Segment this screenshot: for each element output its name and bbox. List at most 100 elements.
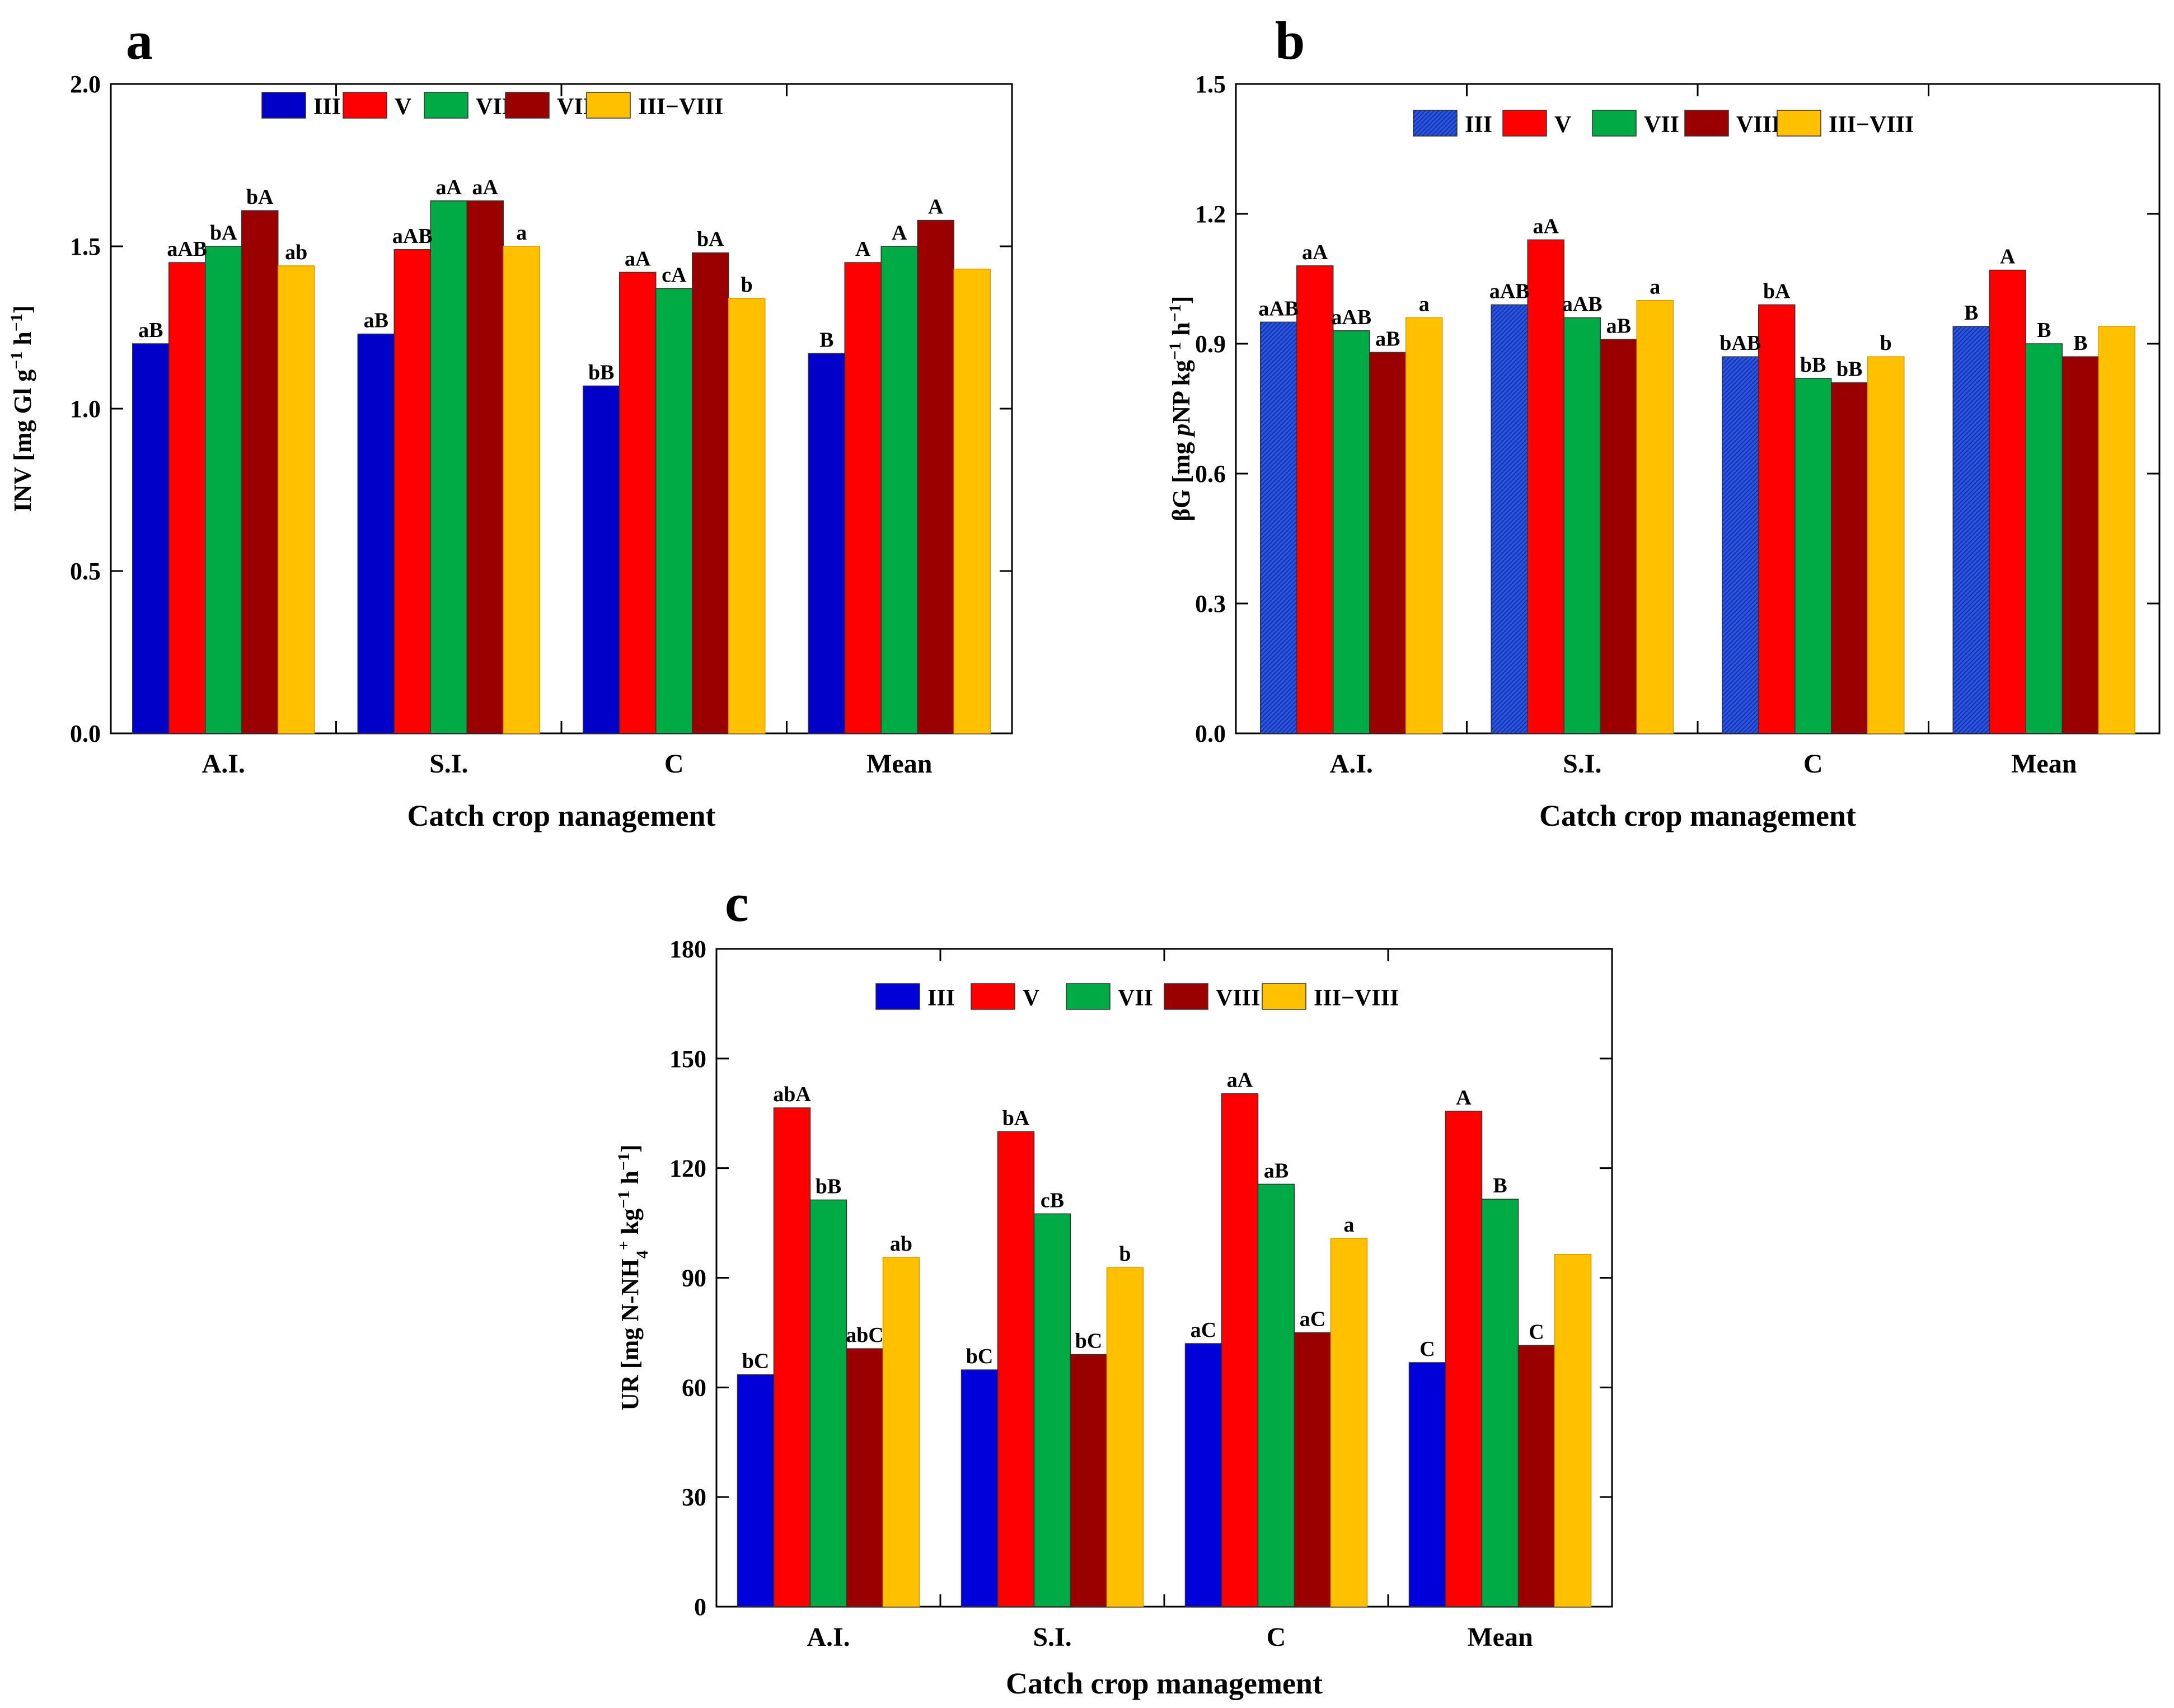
bar-significance-label: bA xyxy=(697,228,724,251)
legend-swatch xyxy=(1777,110,1821,137)
bar-c-series-0 xyxy=(1722,356,1759,734)
bar-si-series-4 xyxy=(503,246,540,734)
legend-a: III V VII VIII III−VIII xyxy=(261,92,723,120)
y-tick-labels-c: 0 30 60 90 120 150 180 xyxy=(669,935,706,1621)
bar-si-series-0 xyxy=(961,1369,999,1607)
legend-swatch xyxy=(424,92,468,119)
legend-swatch xyxy=(1502,110,1547,137)
legend-swatch xyxy=(971,983,1015,1010)
y-axis-title-a: INV [mg Gl g−1 h−1] xyxy=(7,306,37,512)
bar-significance-label: aAB xyxy=(1562,293,1603,316)
legend-swatch xyxy=(586,92,631,119)
y-tick-label: 0.0 xyxy=(1195,720,1226,747)
category-label: A.I. xyxy=(202,749,245,779)
bar-significance-label: aAB xyxy=(1489,279,1530,303)
legend-swatch xyxy=(505,92,550,119)
y-axis-title-c: UR [mg N-NH4+ kg−1 h−1] xyxy=(615,1144,652,1410)
bar-ai-series-0 xyxy=(132,343,170,734)
legend-b: III V VII VIII III−VIII xyxy=(1413,110,1914,138)
bar-significance-label: aB xyxy=(138,319,163,342)
bar-c-series-1 xyxy=(1221,1093,1259,1607)
y-tick-label: 180 xyxy=(669,935,706,963)
legend-label: III xyxy=(927,985,955,1011)
bar-c-series-4 xyxy=(1330,1238,1368,1607)
bar-mean-series-0 xyxy=(1408,1362,1446,1607)
bar-c-series-2 xyxy=(1257,1183,1295,1607)
bar-ai-series-2 xyxy=(809,1199,847,1607)
bar-ai-series-4 xyxy=(278,265,315,734)
bar-significance-label: bC xyxy=(742,1349,770,1373)
bar-c-series-0 xyxy=(583,385,620,734)
bar-c-series-2 xyxy=(655,288,693,734)
bar-ai-series-2 xyxy=(205,246,242,734)
axes-c xyxy=(715,948,1612,1608)
bar-significance-label: aC xyxy=(1300,1307,1325,1331)
bar-significance-label: bB xyxy=(816,1174,841,1198)
bar-significance-label: a xyxy=(1650,275,1660,299)
bar-ai-series-4 xyxy=(1405,317,1443,734)
panel-letter-b: b xyxy=(1275,11,1305,71)
legend-label: III−VIII xyxy=(638,94,723,120)
x-category-labels-b: A.I. S.I. C Mean xyxy=(1330,749,2077,779)
legend-label: VIII xyxy=(1216,985,1260,1011)
bar-mean-series-1 xyxy=(1989,269,2026,734)
bar-mean-series-0 xyxy=(808,353,845,734)
bar-significance-label: ab xyxy=(890,1232,912,1256)
axes-a xyxy=(110,83,1012,734)
y-tick-label: 2.0 xyxy=(70,71,101,98)
y-tick-label: 0 xyxy=(694,1593,706,1621)
bar-significance-label: C xyxy=(1529,1320,1544,1344)
y-tick-label: 0.6 xyxy=(1195,460,1226,488)
bar-ai-series-4 xyxy=(882,1257,920,1607)
bar-ai-series-3 xyxy=(241,210,279,734)
bar-significance-label: B xyxy=(2073,331,2087,355)
y-tick-label: 1.5 xyxy=(70,233,101,260)
bar-ai-series-3 xyxy=(1369,352,1407,734)
bar-significance-label: aA xyxy=(1533,214,1559,238)
bar-significance-label: bAB xyxy=(1719,331,1761,355)
bar-mean-series-4 xyxy=(2098,326,2135,734)
bar-significance-label: aB xyxy=(1264,1159,1289,1182)
bar-significance-label: B xyxy=(2037,319,2051,342)
bar-significance-label: abA xyxy=(773,1083,811,1106)
bar-mean-series-2 xyxy=(2025,343,2063,734)
bar-ai-series-3 xyxy=(846,1348,884,1607)
bar-mean-series-1 xyxy=(844,262,882,734)
category-label: C xyxy=(1267,1622,1286,1652)
y-tick-label: 0.9 xyxy=(1195,330,1226,358)
bar-mean-series-2 xyxy=(880,246,918,734)
bar-significance-label: a xyxy=(1344,1213,1355,1237)
x-axis-title-b: Catch crop management xyxy=(1539,799,1856,832)
bars-b xyxy=(1260,239,2135,734)
category-label: S.I. xyxy=(1033,1622,1071,1652)
category-label: C xyxy=(664,749,684,779)
bar-c-series-1 xyxy=(619,272,657,734)
y-tick-label: 0.0 xyxy=(70,720,101,747)
legend-label: V xyxy=(1554,112,1571,138)
y-tick-label: 1.5 xyxy=(1195,71,1226,98)
bar-significance-label: aA xyxy=(472,176,499,199)
legend-label: VII xyxy=(1118,985,1153,1011)
bar-significance-label: cA xyxy=(662,263,687,287)
bar-si-series-3 xyxy=(466,200,504,734)
y-tick-labels-a: 0.0 0.5 1.0 1.5 2.0 xyxy=(70,71,101,747)
y-axis-title-b: βG [mg pNP kg−1 h−1] xyxy=(1166,296,1196,522)
bar-ai-series-0 xyxy=(1260,321,1297,734)
x-category-labels-c: A.I. S.I. C Mean xyxy=(807,1622,1533,1652)
bar-c-series-0 xyxy=(1184,1343,1222,1607)
bar-si-series-0 xyxy=(357,333,395,734)
legend-swatch xyxy=(1684,110,1729,137)
bar-si-series-2 xyxy=(1033,1213,1071,1607)
bar-ai-series-1 xyxy=(168,262,206,734)
bar-significance-label: A xyxy=(928,195,944,219)
legend-label: III−VIII xyxy=(1829,112,1914,138)
bar-significance-label: bB xyxy=(1836,358,1862,381)
bar-c-series-3 xyxy=(1831,382,1868,734)
bar-si-series-2 xyxy=(1563,317,1601,734)
legend-label: V xyxy=(1023,985,1039,1011)
bar-mean-series-4 xyxy=(953,268,991,734)
